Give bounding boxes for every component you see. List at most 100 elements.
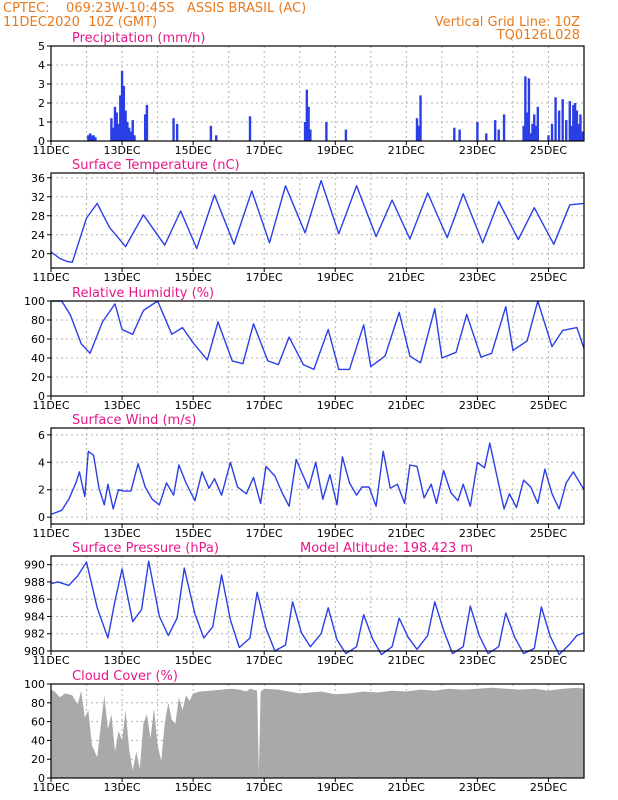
x-tick-label: 25DEC [530, 781, 567, 794]
panel-annotation: Model Altitude: 198.423 m [300, 541, 473, 556]
precip-bar [90, 135, 94, 141]
x-tick-label: 19DEC [317, 144, 354, 157]
y-tick-label: 80 [31, 314, 45, 327]
pres-line [50, 560, 585, 656]
panel-title: Surface Pressure (hPa) [72, 541, 219, 556]
y-tick-label: 20 [31, 248, 45, 261]
x-tick-label: 19DEC [317, 781, 354, 794]
precip-bar [493, 120, 497, 141]
panel-title: Precipitation (mm/h) [72, 31, 205, 46]
panel-precip: 0 1 2 3 4 5 11DEC 13DEC 15DEC 17DEC 19DEC 21DEC 23DE… [32, 31, 585, 157]
x-tick-label: 25DEC [530, 144, 567, 157]
y-tick-label: 36 [31, 172, 45, 185]
y-tick-label: 988 [24, 576, 45, 589]
precip-bar [453, 127, 456, 141]
x-tick-label: 23DEC [459, 144, 496, 157]
x-tick-label: 17DEC [246, 654, 283, 667]
panel-title: Cloud Cover (%) [72, 669, 178, 684]
x-tick-label: 15DEC [175, 527, 212, 540]
y-tick-label: 980 [24, 645, 45, 658]
x-tick-label: 13DEC [104, 654, 141, 667]
precip-bar [309, 129, 312, 141]
precip-bar [572, 104, 575, 141]
precip-bar [575, 110, 579, 141]
panel-frame [50, 300, 585, 397]
x-tick-label: 17DEC [246, 781, 283, 794]
panel-frame [50, 683, 585, 779]
y-tick-label: 20 [31, 371, 45, 384]
precip-bar [117, 123, 120, 141]
precip-bar [531, 123, 534, 141]
precip-bar [579, 114, 582, 141]
panel-pres: 980 982 984 986 988 990 11DEC 13DEC 15DEC 17DEC 19… [24, 541, 585, 667]
precip-bar [533, 114, 536, 141]
precip-bar [133, 135, 136, 141]
y-tick-label: 100 [24, 295, 45, 308]
y-tick-label: 6 [38, 429, 45, 442]
x-tick-label: 19DEC [317, 271, 354, 284]
x-tick-label: 25DEC [530, 654, 567, 667]
x-tick-label: 23DEC [459, 527, 496, 540]
precip-bar [561, 99, 564, 141]
x-tick-label: 11DEC [32, 271, 69, 284]
x-tick-label: 21DEC [388, 271, 425, 284]
x-tick-label: 15DEC [175, 654, 212, 667]
precip-bar [577, 123, 580, 141]
panel-wind: 0 2 4 6 11DEC 13DEC 15DEC 17DEC 19DEC 21DEC 23DEC 2… [32, 413, 585, 540]
precip-bar [172, 118, 175, 141]
x-tick-label: 25DEC [530, 271, 567, 284]
y-tick-label: 80 [31, 697, 45, 710]
rh-line [51, 300, 585, 371]
panel-rh: 0 20 40 60 80 100 11DEC 13DEC 15DEC 17DEC 19DEC 21D… [24, 286, 585, 412]
panel-cloud: 0 20 40 60 80 100 11DEC 13DEC 15DEC 17DEC 19DEC 21D… [24, 669, 585, 794]
x-tick-label: 17DEC [246, 399, 283, 412]
x-tick-label: 13DEC [104, 781, 141, 794]
x-tick-label: 15DEC [175, 781, 212, 794]
precip-bar [419, 95, 422, 141]
precip-bar [94, 137, 97, 141]
precip-bar [581, 131, 584, 141]
precip-bar [557, 110, 561, 141]
y-tick-label: 60 [31, 716, 45, 729]
precip-bar [307, 106, 310, 141]
y-tick-label: 984 [24, 610, 45, 623]
precip-bar [126, 122, 129, 141]
precip-bar [497, 129, 500, 141]
panel-title: Surface Wind (m/s) [72, 413, 196, 428]
y-tick-label: 0 [38, 511, 45, 524]
panel-frame [50, 172, 585, 269]
precip-bar [568, 101, 571, 141]
precip-bar [476, 122, 479, 141]
precip-bar [143, 114, 147, 141]
y-tick-label: 100 [24, 678, 45, 691]
precip-bar [502, 114, 506, 141]
precip-bar [111, 127, 115, 141]
header-grid-note: Vertical Grid Line: 10Z [434, 15, 580, 30]
x-tick-label: 13DEC [104, 144, 141, 157]
precip-bar [554, 97, 557, 141]
y-tick-label: 982 [24, 628, 45, 641]
precip-bar [129, 131, 133, 141]
precip-bar [119, 95, 122, 141]
y-tick-label: 5 [38, 40, 45, 53]
x-tick-label: 13DEC [104, 527, 141, 540]
precip-bar [536, 106, 540, 141]
precip-bar [209, 125, 213, 141]
x-tick-label: 15DEC [175, 399, 212, 412]
y-tick-label: 3 [38, 78, 45, 91]
precip-bar [131, 120, 134, 141]
precip-bar [248, 116, 252, 141]
y-tick-label: 0 [38, 772, 45, 785]
precip-bar [113, 106, 117, 141]
x-tick-label: 23DEC [459, 781, 496, 794]
precip-bar [305, 89, 309, 141]
precip-bar [87, 135, 90, 141]
precip-bar [120, 70, 124, 141]
x-tick-label: 11DEC [32, 781, 69, 794]
x-tick-label: 23DEC [459, 399, 496, 412]
precip-bar [344, 129, 348, 141]
precip-bar [88, 133, 92, 141]
x-tick-label: 13DEC [104, 271, 141, 284]
panel-title: Relative Humidity (%) [72, 286, 214, 301]
y-tick-label: 986 [24, 593, 45, 606]
